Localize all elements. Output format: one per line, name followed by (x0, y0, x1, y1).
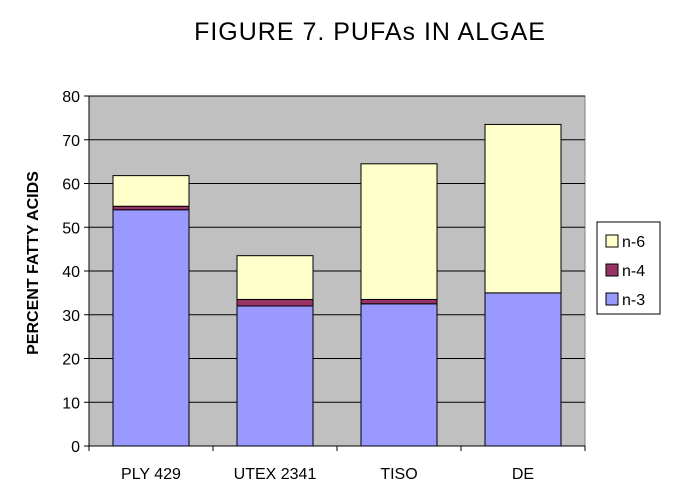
bar-segment-n-6 (236, 255, 314, 300)
y-tick-label: 0 (71, 439, 80, 456)
x-tick-label: PLY 429 (121, 466, 181, 483)
y-tick-label: 80 (62, 89, 80, 106)
bar-segment-n-6 (360, 163, 438, 300)
y-axis-label: PERCENT FATTY ACIDS (25, 171, 42, 355)
bar-segment-n-4 (236, 298, 314, 307)
y-tick-label: 30 (62, 308, 80, 325)
x-tick-label: TISO (380, 466, 417, 483)
y-tick-label: 50 (62, 220, 80, 237)
legend-swatch-n-4 (605, 263, 619, 277)
y-tick-label: 60 (62, 177, 80, 194)
x-tick-label: DE (512, 466, 534, 483)
legend-swatch-n-6 (605, 234, 619, 248)
bar-segment-n-4 (360, 298, 438, 305)
bar-segment-n-3 (112, 209, 190, 447)
bar-segment-n-6 (484, 123, 562, 294)
bar-segment-n-6 (112, 175, 190, 207)
y-tick-label: 70 (62, 133, 80, 150)
y-tick-label: 40 (62, 264, 80, 281)
bar-segment-n-3 (484, 292, 562, 447)
bar-segment-n-3 (360, 303, 438, 447)
x-tick-label: UTEX 2341 (234, 466, 317, 483)
legend-label-n-3: n-3 (622, 292, 645, 309)
y-tick-label: 10 (62, 395, 80, 412)
bar-segment-n-3 (236, 305, 314, 447)
y-tick-label: 20 (62, 352, 80, 369)
bar-segment-n-4 (112, 205, 190, 211)
legend-label-n-6: n-6 (622, 234, 645, 251)
chart-title: FIGURE 7. PUFAs IN ALGAE (194, 18, 546, 46)
legend-label-n-4: n-4 (622, 263, 645, 280)
legend-swatch-n-3 (605, 292, 619, 306)
